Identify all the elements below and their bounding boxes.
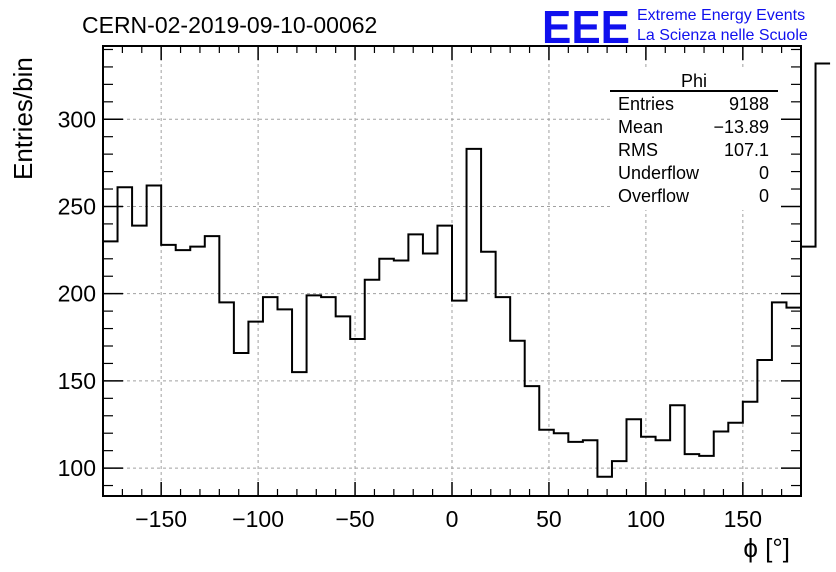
- x-tick-label: 100: [627, 506, 665, 532]
- eee-logo-mark: EEE: [542, 1, 630, 53]
- stats-value-rms: 107.1: [724, 140, 769, 160]
- eee-logo-line1: Extreme Energy Events: [637, 7, 805, 24]
- y-tick-label: 250: [58, 193, 96, 219]
- tick-labels: −150 −100 −50 0 50 100 150 100 150 200 250 300: [58, 106, 762, 532]
- x-tick-label: 0: [446, 506, 459, 532]
- histogram-series: [103, 62, 831, 478]
- y-tick-label: 150: [58, 368, 96, 394]
- axis-ticks: [102, 46, 802, 496]
- x-tick-label: −150: [135, 506, 187, 532]
- stats-label-underflow: Underflow: [618, 163, 700, 183]
- y-axis-label: Entries/bin: [8, 57, 38, 180]
- stats-value-overflow: 0: [759, 186, 769, 206]
- x-tick-label: 50: [536, 506, 562, 532]
- stats-label-overflow: Overflow: [618, 186, 690, 206]
- plot-frame: [102, 45, 802, 497]
- x-tick-label: −100: [232, 506, 284, 532]
- stats-box-title: Phi: [681, 71, 707, 91]
- stats-label-mean: Mean: [618, 117, 663, 137]
- eee-logo: EEE Extreme Energy Events La Scienza nel…: [542, 1, 808, 53]
- y-tick-label: 100: [58, 455, 96, 481]
- stats-value-underflow: 0: [759, 163, 769, 183]
- stats-label-rms: RMS: [618, 140, 658, 160]
- stats-label-entries: Entries: [618, 94, 674, 114]
- x-tick-label: −50: [336, 506, 375, 532]
- x-axis-label: ϕ [°]: [743, 533, 790, 563]
- stats-value-entries: 9188: [729, 94, 769, 114]
- eee-logo-line2: La Scienza nelle Scuole: [637, 27, 808, 44]
- y-tick-label: 300: [58, 106, 96, 132]
- stats-box: Phi Entries 9188 Mean −13.89 RMS 107.1 U…: [610, 68, 778, 210]
- chart-title: CERN-02-2019-09-10-00062: [82, 12, 377, 38]
- stats-value-mean: −13.89: [713, 117, 769, 137]
- x-tick-label: 150: [724, 506, 762, 532]
- y-tick-label: 200: [58, 281, 96, 307]
